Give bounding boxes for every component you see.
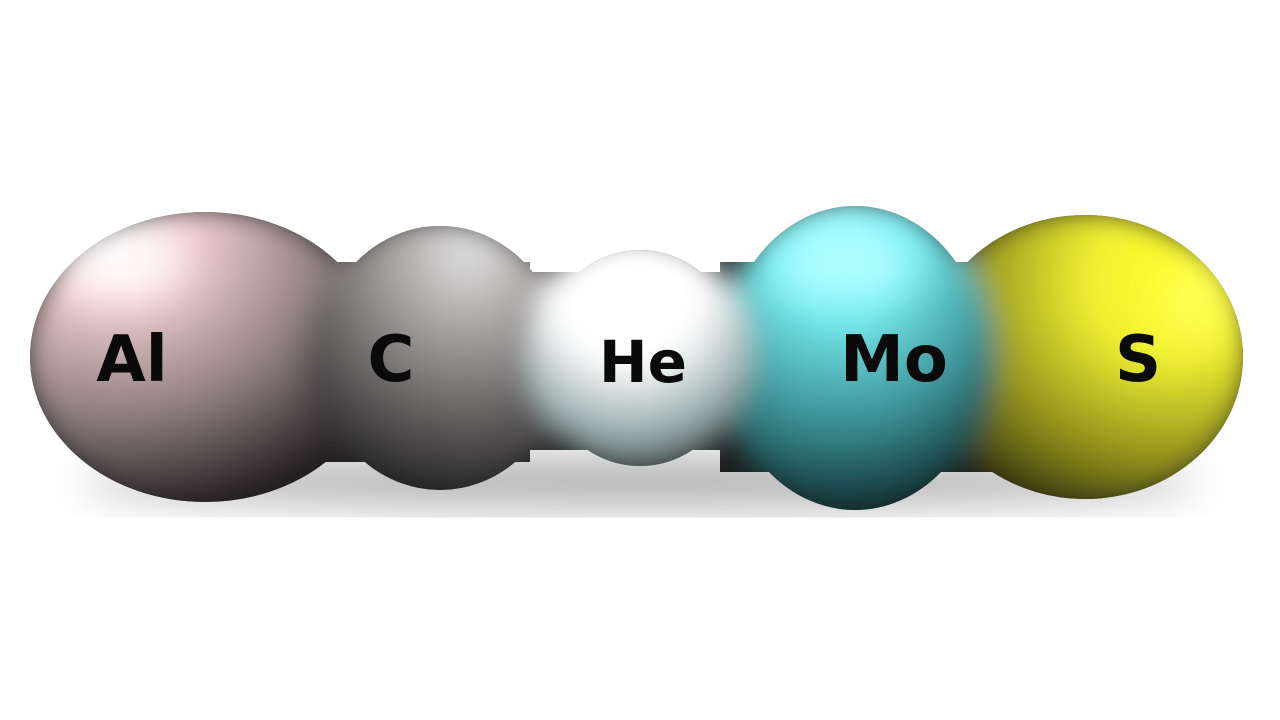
atom-labels: Al C He Mo S (96, 323, 1161, 397)
atom-label-s: S (1115, 323, 1161, 397)
atom-label-c: C (368, 323, 415, 397)
atom-label-mo: Mo (840, 323, 948, 397)
molecule-body (30, 206, 1243, 510)
atom-c-sphere (305, 218, 575, 498)
atom-label-al: Al (96, 323, 167, 397)
atom-label-he: He (599, 328, 687, 396)
